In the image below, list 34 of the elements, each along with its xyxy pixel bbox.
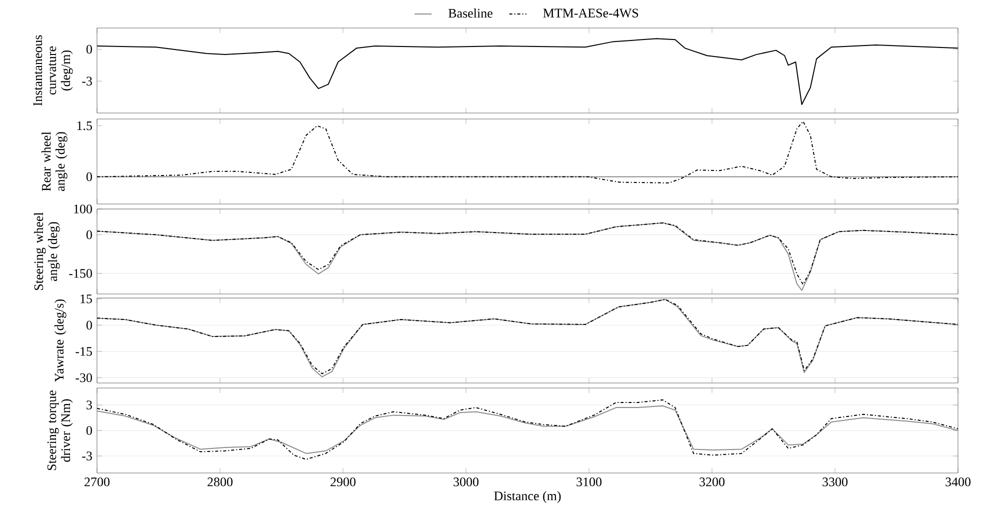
legend-label: MTM-AESe-4WS	[543, 8, 638, 18]
x-tick-label: 3300	[822, 478, 848, 486]
y-tick-label: 100	[74, 204, 92, 214]
x-axis-title: Distance (m)	[494, 491, 561, 503]
y-tick-label: 0	[86, 230, 92, 240]
line-series	[97, 399, 958, 460]
line-series	[97, 38, 958, 105]
y-axis-title: Steering wheel angle (deg)	[34, 212, 60, 290]
y-axis-title: Rear wheel angle (deg)	[42, 132, 68, 192]
y-tick-label: 0	[86, 426, 92, 435]
line-series	[97, 120, 958, 184]
y-tick-label: 1.5	[77, 121, 92, 130]
x-tick-label: 2700	[84, 478, 110, 486]
x-tick-label: 2800	[208, 478, 233, 486]
x-tick-label: 3100	[576, 478, 602, 486]
y-tick-label: 0	[86, 172, 92, 182]
x-tick-label: 3400	[946, 478, 971, 486]
x-tick-label: 3200	[700, 478, 725, 486]
y-axis-title: Yawrate (deg/s)	[54, 299, 66, 382]
y-axis-title: Steering torque driver (Nm)	[47, 390, 73, 470]
y-tick-label: 0	[86, 320, 92, 330]
y-tick-label: 0	[86, 44, 92, 54]
y-tick-label: 15	[80, 294, 92, 304]
x-tick-label: 3000	[454, 478, 479, 486]
y-tick-label: 3	[86, 400, 92, 410]
y-tick-label: -150	[69, 269, 92, 278]
y-tick-label: -30	[76, 373, 92, 382]
line-series	[97, 405, 958, 454]
y-tick-label: -15	[76, 347, 92, 356]
y-tick-label: -3	[82, 452, 92, 460]
legend-label: Baseline	[448, 8, 492, 18]
y-tick-label: -3	[82, 76, 92, 86]
y-axis-title: Instantaneous curvature (deg/m)	[33, 35, 73, 106]
x-tick-label: 2900	[330, 478, 356, 486]
